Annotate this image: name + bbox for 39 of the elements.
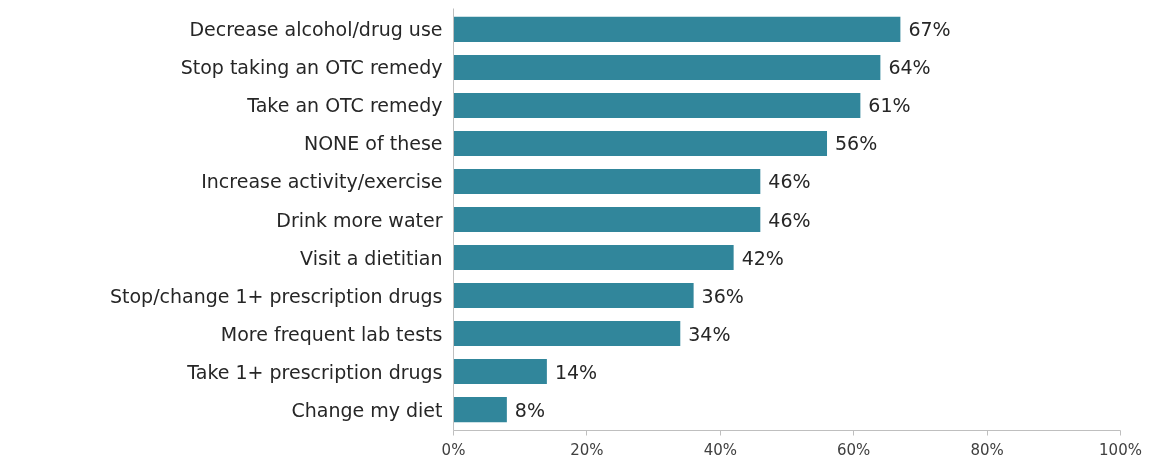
data-label: 42% [741,246,784,269]
data-label: 67% [908,18,951,41]
data-label: 61% [868,94,911,117]
x-tick-label: 0% [441,440,466,459]
x-tick-label: 100% [1099,440,1142,459]
y-tick-label: Decrease alcohol/drug use [189,18,443,41]
x-tick-label: 60% [837,440,871,459]
data-label: 56% [835,132,878,155]
x-tick-label: 80% [970,440,1004,459]
data-label: 8% [514,398,546,421]
y-tick-label: Take 1+ prescription drugs [186,360,443,383]
bar [453,359,547,385]
y-tick-label: Take an OTC remedy [246,94,443,117]
data-label: 46% [768,170,811,193]
bar [453,397,507,423]
data-label: 34% [688,322,731,345]
y-tick-label: Visit a dietitian [300,246,443,269]
y-tick-label: Stop taking an OTC remedy [180,56,443,79]
x-tick-label: 20% [570,440,604,459]
y-tick-label: Increase activity/exercise [201,170,443,193]
data-label: 64% [888,56,931,79]
bar [453,92,861,118]
data-label: 46% [768,208,811,231]
bar [453,54,881,80]
bar [453,321,681,347]
data-label: 36% [701,284,744,307]
bar [453,130,828,157]
bar [453,244,734,271]
x-tick-label: 40% [703,440,737,459]
y-tick-label: Drink more water [276,208,443,231]
y-tick-label: Stop/change 1+ prescription drugs [109,284,443,307]
data-label: 14% [554,360,598,383]
bar [453,282,694,309]
y-tick-label: Change my diet [291,398,443,421]
bar [453,16,901,42]
bar [453,206,761,233]
bar [453,168,761,195]
y-tick-label: NONE of these [303,132,443,155]
y-tick-label: More frequent lab tests [220,322,443,345]
